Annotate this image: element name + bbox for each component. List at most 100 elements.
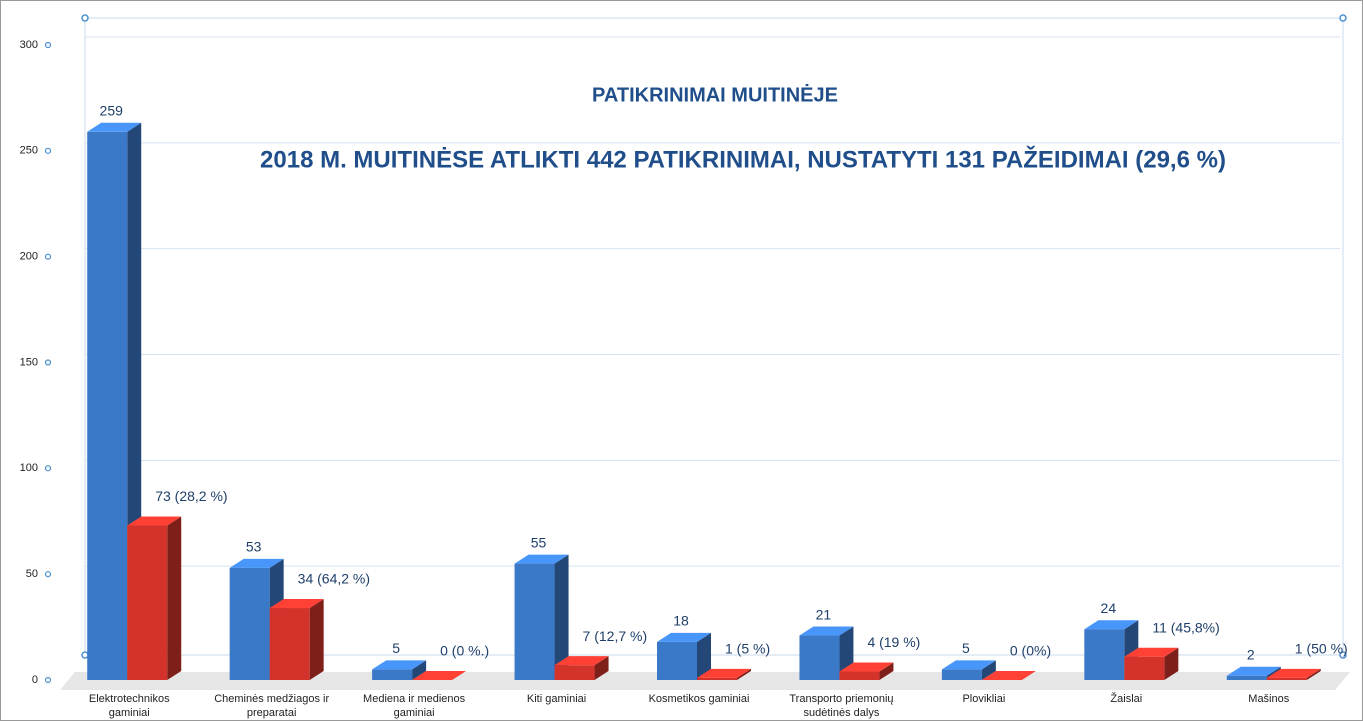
data-label: 259 [100,102,124,118]
x-tick-label: Elektrotechnikos gaminiai [88,693,170,719]
bar-front [127,525,168,680]
data-label: 55 [531,534,547,550]
data-label: 21 [816,606,832,622]
bar-front [514,563,555,680]
bar-front [1266,677,1307,680]
tick-handle [44,41,52,49]
bar-top [1124,647,1179,657]
y-tick-label: 200 [20,251,38,263]
tick-handle [44,359,52,366]
y-tick-label: 100 [20,462,38,474]
bar-top [372,660,427,670]
data-label: 0 (0%) [1010,643,1051,659]
data-label: 11 (45,8%) [1152,619,1219,635]
bar-top [839,662,894,672]
bar-front [1124,656,1165,680]
data-label: 1 (5 %) [725,641,770,657]
bar-side [697,632,711,680]
chart-title: PATIKRINIMAI MUITINĖJE [592,83,838,106]
tick-handle [44,571,52,578]
bar-top [1084,620,1139,630]
bar-front [1084,629,1125,680]
bar-side [554,554,569,680]
bar [657,632,711,680]
bar [269,599,324,680]
chart-subtitle: 2018 M. MUITINĖSE ATLIKTI 442 PATIKRINIM… [260,145,1226,173]
data-label: 2 [1247,646,1255,662]
bar-side [737,668,751,680]
bar [799,626,854,680]
data-label: 1 (50 %) [1295,641,1348,657]
bar-side [879,662,894,680]
plot-frame [84,17,1344,656]
x-tick-label: Kosmetikos gaminiai [648,693,750,705]
bar-top [657,632,711,642]
x-tick-label: Žaislai [1110,693,1143,705]
bar-top [941,660,996,670]
data-label: 5 [962,640,970,656]
tick-handle [44,676,52,684]
bar-front [269,608,310,680]
tick-handle [44,465,52,472]
bar-side [981,660,996,680]
x-tick-label: Plovikliai [962,693,1006,705]
x-tick-label: Kiti gaminiai [526,693,587,705]
bar-front [941,669,982,680]
data-label: 53 [246,539,262,555]
bar-top [981,671,1036,680]
bar [372,660,427,680]
bar [1124,647,1179,680]
data-label: 73 (28,2 %) [155,488,227,504]
y-tick-label: 300 [20,39,38,51]
bar-front [229,567,270,680]
tick-handle [44,147,52,154]
data-label: 5 [392,640,400,656]
tick-handle [44,253,52,260]
bar-side [167,516,182,680]
bar-front [799,635,840,680]
bar [839,662,894,680]
bar-side [309,599,324,680]
bar-top [412,671,467,680]
bar-side [594,656,609,680]
bar [412,671,467,680]
y-tick-label: 50 [26,568,38,580]
bar [514,554,569,680]
bar-front [657,641,697,680]
bar-front [372,669,413,680]
bar [87,122,142,681]
bar [554,656,609,680]
bar-front [839,671,880,680]
bar-side [412,660,427,680]
data-label: 4 (19 %) [867,634,920,650]
data-label: 7 (12,7 %) [583,628,648,644]
bar-top [799,626,854,636]
y-tick-label: 150 [20,356,38,368]
bar-top [127,516,182,526]
bar [941,660,996,680]
bar-top [514,554,569,564]
data-label: 24 [1101,600,1117,616]
y-tick-label: 0 [32,674,38,686]
y-tick-label: 250 [20,145,38,157]
x-tick-label: Transporto priemonių sudėtinės dalys [789,693,894,719]
bar [127,516,182,680]
handles [81,14,1347,659]
x-tick-label: Mašinos [1248,693,1290,705]
bar-front [697,677,737,680]
x-tick-label: Cheminės medžiagos ir preparatai [214,693,330,719]
bar-top [1266,668,1321,678]
bar-top [554,656,609,666]
bar-side [1164,647,1179,680]
bar-top [269,599,324,609]
bar-top [1226,666,1281,676]
bar [981,671,1036,680]
bar [1266,668,1321,680]
bar-front [554,665,595,680]
data-label: 0 (0 %.) [440,643,489,659]
data-label: 34 (64,2 %) [298,571,370,587]
data-label: 18 [673,613,689,629]
bar-top [229,558,284,568]
